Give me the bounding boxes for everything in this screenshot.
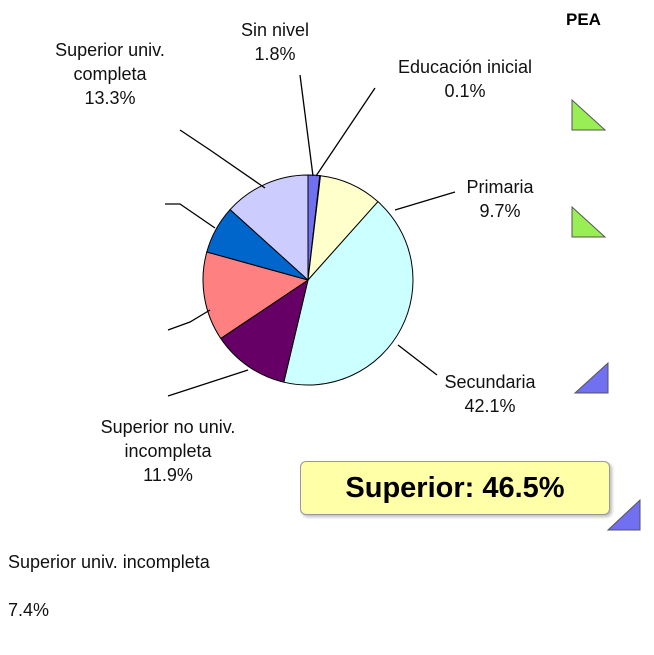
slice-label: Superior univ. completa 13.3% xyxy=(35,38,185,110)
slice-value: 11.9% xyxy=(143,465,193,485)
slice-name: Educación inicial xyxy=(397,57,533,77)
leader-line xyxy=(397,344,438,376)
slice-value: 0.1% xyxy=(444,81,486,101)
triangle-icon xyxy=(573,361,609,394)
leader-line xyxy=(167,369,249,397)
slice-label: Secundaria 42.1% xyxy=(420,370,560,418)
leader-line xyxy=(299,74,314,177)
slice-name: Primaria xyxy=(466,177,534,197)
slice-label: Educación inicial 0.1% xyxy=(370,55,560,103)
header: PEA xyxy=(566,10,601,29)
slice-name: Secundaria xyxy=(444,372,536,392)
slice-value: 42.1% xyxy=(464,396,516,416)
slice-label: Primaria 9.7% xyxy=(440,175,560,223)
slice-value: 13.3% xyxy=(84,88,136,108)
slice-value: 7.4% xyxy=(8,600,50,620)
triangle-icon xyxy=(571,98,607,131)
slice-name: Sin nivel xyxy=(240,20,310,40)
triangle-icon xyxy=(606,498,641,531)
pie-slice xyxy=(202,251,310,340)
pie-slice xyxy=(283,200,414,386)
leader-line xyxy=(167,309,211,331)
slice-name: Superior no univ. incompleta xyxy=(100,417,236,461)
slice-label: Sin nivel 1.8% xyxy=(215,18,335,66)
slice-name: Superior univ. completa xyxy=(55,40,165,84)
leader-line xyxy=(315,87,376,177)
slice-value: 9.7% xyxy=(479,201,521,221)
slice-label: Superior univ. incompleta 7.4% xyxy=(8,538,218,634)
leader-line xyxy=(165,203,216,229)
leader-line xyxy=(394,191,456,211)
pie-slice xyxy=(229,174,309,282)
triangle-icon xyxy=(571,205,607,238)
slice-value: 1.8% xyxy=(254,44,296,64)
pie-slice xyxy=(220,278,309,383)
callout: Superior: 46.5% xyxy=(300,461,610,515)
slice-label: Superior no univ. incompleta 11.9% xyxy=(68,415,268,487)
leader-line xyxy=(179,129,266,189)
slice-name: Superior univ. incompleta xyxy=(8,552,210,572)
